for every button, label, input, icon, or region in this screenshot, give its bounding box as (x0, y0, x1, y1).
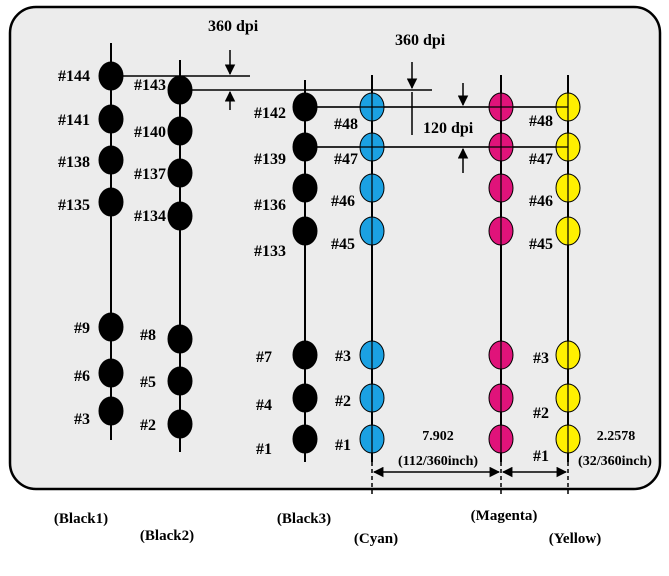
nozzle-label: #138 (58, 154, 90, 171)
nozzle-label: #45 (331, 236, 355, 253)
black2-nozzle-dot (167, 324, 193, 354)
nozzle-label: #6 (74, 368, 90, 385)
nozzle-label: #136 (254, 197, 286, 214)
magenta-label: (Magenta) (471, 508, 538, 524)
black-pitch-label: 360 dpi (208, 18, 259, 35)
nozzle-label: #47 (529, 151, 553, 168)
black2-nozzle-dot (167, 366, 193, 396)
nozzle-label: #1 (256, 441, 272, 458)
black2-label: (Black2) (140, 528, 194, 544)
black1-nozzle-dot (98, 104, 124, 134)
black2-nozzle-dot (167, 409, 193, 439)
nozzle-label: #133 (254, 243, 286, 260)
magenta-yellow-distance-fraction: (32/360inch) (578, 454, 652, 469)
black3-label: (Black3) (277, 511, 331, 527)
nozzle-label: #140 (134, 124, 166, 141)
cyan-magenta-distance-value: 7.902 (422, 429, 454, 444)
cyan-label: (Cyan) (354, 531, 398, 547)
nozzle-label: #46 (331, 193, 355, 210)
nozzle-label: #8 (140, 327, 156, 344)
nozzle-label: #48 (529, 113, 553, 130)
nozzle-label: #2 (140, 417, 156, 434)
nozzle-label: #1 (533, 448, 549, 465)
nozzle-label: #141 (58, 112, 90, 129)
black2-nozzle-dot (167, 116, 193, 146)
nozzle-label: #47 (334, 151, 358, 168)
nozzle-label: #46 (529, 193, 553, 210)
black3-nozzle-dot (292, 216, 318, 246)
nozzle-label: #137 (134, 166, 166, 183)
magenta-yellow-distance-value: 2.2578 (597, 429, 636, 444)
black2-nozzle-dot (167, 75, 193, 105)
nozzle-label: #2 (335, 393, 351, 410)
black1-nozzle-dot (98, 61, 124, 91)
nozzle-label: #134 (134, 208, 166, 225)
color-offset-label: 360 dpi (395, 32, 446, 49)
color-pitch-label: 120 dpi (423, 120, 474, 137)
black1-label: (Black1) (54, 511, 108, 527)
nozzle-label: #139 (254, 151, 286, 168)
black1-nozzle-dot (98, 358, 124, 388)
nozzle-label: #48 (334, 116, 358, 133)
nozzle-label: #3 (335, 348, 351, 365)
nozzle-label: #3 (533, 350, 549, 367)
black3-nozzle-dot (292, 383, 318, 413)
black3-nozzle-dot (292, 424, 318, 454)
nozzle-dots (98, 61, 581, 462)
black2-nozzle-dot (167, 158, 193, 188)
nozzle-label: #143 (134, 77, 166, 94)
black1-nozzle-dot (98, 396, 124, 426)
nozzle-label: #1 (335, 437, 351, 454)
cyan-magenta-distance-fraction: (112/360inch) (398, 454, 478, 469)
black1-nozzle-dot (98, 145, 124, 175)
nozzle-label: #5 (140, 374, 156, 391)
nozzle-label: #135 (58, 197, 90, 214)
black2-nozzle-dot (167, 201, 193, 231)
black3-nozzle-dot (292, 173, 318, 203)
black3-nozzle-dot (292, 340, 318, 370)
nozzle-label: #3 (74, 411, 90, 428)
nozzle-label: #9 (74, 320, 90, 337)
yellow-label: (Yellow) (549, 531, 602, 547)
nozzle-label: #7 (256, 349, 272, 366)
black1-nozzle-dot (98, 312, 124, 342)
nozzle-label: #45 (529, 236, 553, 253)
nozzle-label: #2 (533, 405, 549, 422)
nozzle-label: #4 (256, 397, 272, 414)
nozzle-label: #144 (58, 68, 90, 85)
nozzle-label: #142 (254, 105, 286, 122)
black1-nozzle-dot (98, 187, 124, 217)
